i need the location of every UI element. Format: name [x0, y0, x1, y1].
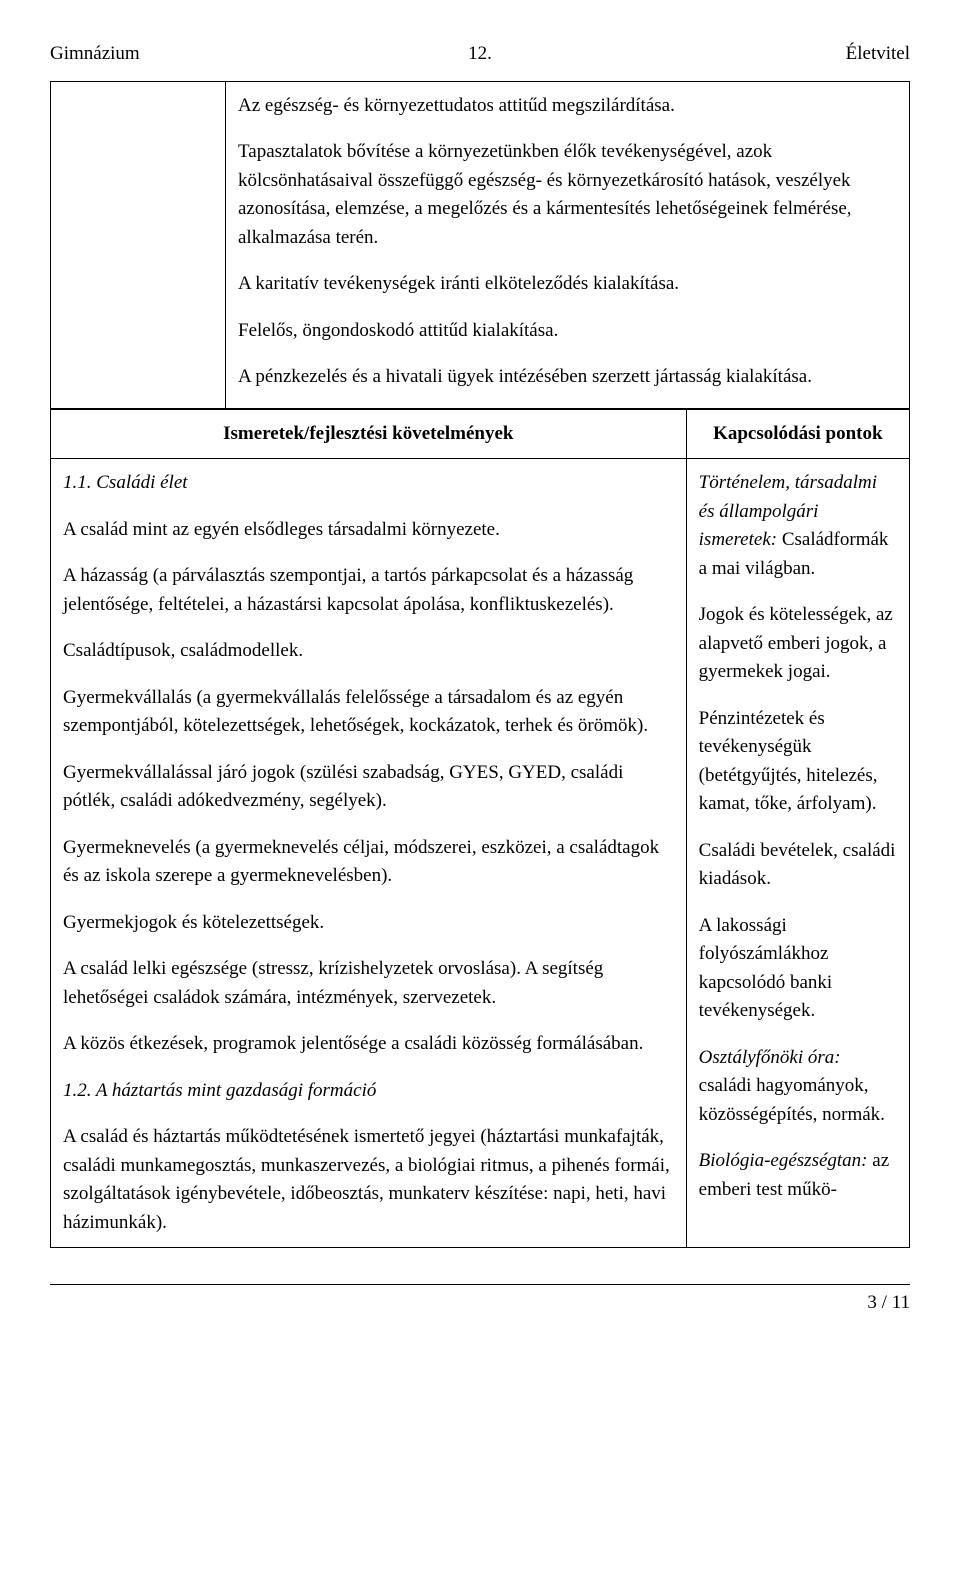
s1-p2: A házasság (a párválasztás szempontjai, … — [63, 562, 674, 619]
r2: Jogok és kötelességek, az alapvető ember… — [699, 601, 897, 687]
content-left-cell: 1.1. Családi élet A család mint az egyén… — [51, 459, 687, 1248]
intro-p1: Az egészség- és környezettudatos attitűd… — [238, 92, 897, 121]
main-table: Az egészség- és környezettudatos attitűd… — [50, 81, 910, 409]
s1-p8: A család lelki egészsége (stressz, krízi… — [63, 955, 674, 1012]
page-footer: 3 / 11 — [50, 1284, 910, 1318]
page-number: 3 / 11 — [867, 1292, 910, 1313]
column-header-left: Ismeretek/fejlesztési követelmények — [51, 409, 687, 459]
r5: A lakossági folyószámlákhoz kapcsolódó b… — [699, 912, 897, 1026]
intro-p4: Felelős, öngondoskodó attitűd kialakítás… — [238, 317, 897, 346]
r1: Történelem, társadalmi és állampolgári i… — [699, 469, 897, 583]
s1-p7: Gyermekjogok és kötelezettségek. — [63, 909, 674, 938]
s1-p9: A közös étkezések, programok jelentősége… — [63, 1030, 674, 1059]
r7: Biológia-egészségtan: az emberi test műk… — [699, 1147, 897, 1204]
header-right: Életvitel — [623, 40, 910, 69]
content-body-row: 1.1. Családi élet A család mint az egyén… — [51, 459, 910, 1248]
header-center: 12. — [337, 40, 624, 69]
section-1-2-title: 1.2. A háztartás mint gazdasági formáció — [63, 1077, 674, 1106]
page-header: Gimnázium 12. Életvitel — [50, 40, 910, 69]
intro-empty-cell — [51, 81, 226, 408]
s1-p3: Családtípusok, családmodellek. — [63, 637, 674, 666]
s1-p5: Gyermekvállalással járó jogok (szülési s… — [63, 759, 674, 816]
column-header-right: Kapcsolódási pontok — [686, 409, 909, 459]
intro-content-cell: Az egészség- és környezettudatos attitűd… — [226, 81, 910, 408]
r4: Családi bevételek, családi kiadások. — [699, 837, 897, 894]
s1-p6: Gyermeknevelés (a gyermeknevelés céljai,… — [63, 834, 674, 891]
section-1-1-title: 1.1. Családi élet — [63, 469, 674, 498]
intro-p2: Tapasztalatok bővítése a környezetünkben… — [238, 138, 897, 252]
intro-p5: A pénzkezelés és a hivatali ügyek intézé… — [238, 363, 897, 392]
header-left: Gimnázium — [50, 40, 337, 69]
r6: Osztályfőnöki óra: családi hagyományok, … — [699, 1044, 897, 1130]
intro-row: Az egészség- és környezettudatos attitűd… — [51, 81, 910, 408]
intro-p3: A karitatív tevékenységek iránti elkötel… — [238, 270, 897, 299]
column-headers-row: Ismeretek/fejlesztési követelmények Kapc… — [51, 409, 910, 459]
r3: Pénzintézetek és tevékenységük (betétgyű… — [699, 705, 897, 819]
r6-italic: Osztályfőnöki óra: — [699, 1047, 841, 1068]
s1-p1: A család mint az egyén elsődleges társad… — [63, 516, 674, 545]
s2-p1: A család és háztartás működtetésének ism… — [63, 1123, 674, 1237]
s1-p4: Gyermekvállalás (a gyermekvállalás felel… — [63, 684, 674, 741]
content-table: Ismeretek/fejlesztési követelmények Kapc… — [50, 409, 910, 1249]
r6-rest: családi hagyományok, közösségépítés, nor… — [699, 1075, 885, 1125]
r7-italic: Biológia-egészségtan: — [699, 1150, 868, 1171]
content-right-cell: Történelem, társadalmi és állampolgári i… — [686, 459, 909, 1248]
